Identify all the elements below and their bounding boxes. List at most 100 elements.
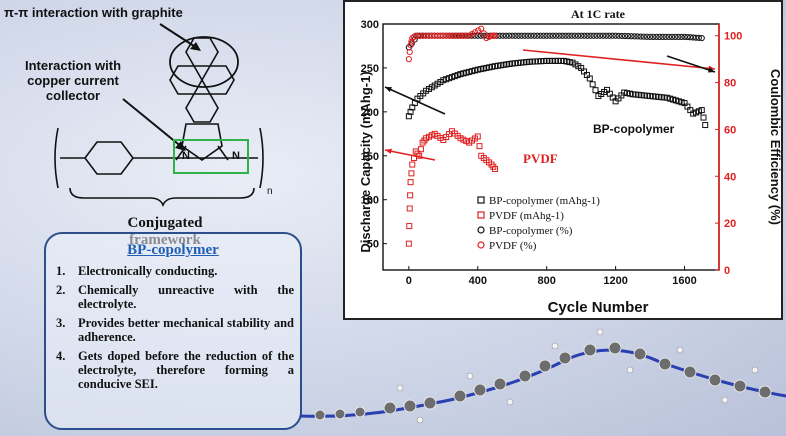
copper-label-line-3: collector	[45, 88, 101, 103]
data-point-circle	[581, 32, 588, 39]
property-text: Gets doped before the reduction of the e…	[78, 349, 294, 391]
data-point-circle	[656, 33, 663, 40]
pyrazine-highlight-box	[173, 139, 249, 174]
property-item: 4. Gets doped before the reduction of the…	[56, 349, 294, 391]
data-point-circle	[546, 32, 553, 39]
data-point-circle	[587, 32, 594, 39]
data-point-circle	[621, 32, 629, 40]
data-point-circle	[606, 32, 613, 39]
data-point-circle	[505, 32, 513, 39]
data-point-square	[698, 107, 705, 114]
data-point-circle	[488, 32, 495, 39]
data-point-square	[702, 122, 709, 129]
data-point-circle	[451, 32, 458, 39]
y-right-tick-label: 20	[724, 218, 736, 230]
data-point-circle	[448, 32, 456, 39]
legend-marker-circle	[477, 226, 485, 234]
data-point-circle	[457, 32, 464, 39]
data-point-square	[407, 192, 414, 199]
data-point-circle	[434, 32, 441, 39]
data-point-circle	[634, 33, 641, 40]
data-point-circle	[599, 32, 607, 39]
data-point-circle	[681, 33, 688, 40]
data-point-circle	[406, 49, 413, 56]
x-axis-label: Cycle Number	[548, 299, 649, 316]
y-left-tick-label: 50	[367, 239, 379, 251]
data-point-circle	[496, 32, 503, 39]
data-point-circle	[684, 33, 691, 41]
data-point-circle	[408, 38, 415, 45]
data-point-circle	[665, 33, 672, 40]
property-item: 3. Provides better mechanical stability a…	[56, 316, 294, 344]
data-point-circle	[640, 33, 647, 40]
data-point-circle	[475, 27, 482, 34]
pvdf-capacity-arrow	[384, 149, 436, 161]
data-point-circle	[628, 33, 635, 40]
graphite-ellipse	[169, 36, 239, 88]
chart-title: At 1C rate	[571, 7, 626, 21]
property-text: Electronically conducting.	[78, 264, 218, 278]
data-point-circle	[527, 32, 535, 39]
data-point-circle	[534, 32, 541, 39]
data-point-circle	[593, 32, 600, 39]
data-point-circle	[431, 32, 438, 39]
data-point-circle	[518, 32, 525, 39]
data-point-circle	[425, 32, 432, 39]
info-box-title: BP-copolymer	[127, 242, 219, 258]
property-text: Chemically unreactive with the electroly…	[78, 283, 294, 311]
copper-interaction-label: Interaction with copper current collecto…	[14, 58, 132, 103]
data-point-circle	[512, 32, 519, 39]
bp-efficiency-arrow	[666, 55, 716, 73]
data-point-circle	[578, 32, 585, 39]
y-right-tick-label: 80	[724, 78, 736, 90]
data-point-circle	[469, 30, 476, 38]
data-point-square	[405, 240, 412, 247]
data-point-square	[476, 143, 483, 150]
data-point-circle	[618, 32, 625, 40]
data-point-circle	[584, 32, 591, 39]
property-text: Provides better mechanical stability and…	[78, 316, 294, 344]
legend-label: BP-copolymer (mAhg-1)	[489, 195, 600, 207]
repeat-subscript-n: n	[267, 186, 273, 197]
data-point-square	[592, 87, 599, 94]
data-point-circle	[416, 32, 423, 39]
data-point-circle	[419, 32, 426, 39]
data-point-circle	[412, 32, 419, 39]
y-left-tick-label: 300	[361, 19, 379, 31]
data-point-square	[700, 114, 707, 121]
data-point-circle	[549, 32, 557, 39]
property-number: 4.	[56, 349, 66, 363]
data-point-circle	[687, 34, 694, 41]
data-point-circle	[625, 33, 632, 40]
property-number: 1.	[56, 264, 66, 278]
bp-capacity-arrow-head	[385, 87, 392, 93]
data-point-circle	[559, 32, 566, 39]
data-point-circle	[643, 33, 651, 40]
y-right-tick-label: 0	[724, 265, 730, 277]
y-right-tick-label: 100	[724, 31, 742, 43]
data-point-circle	[668, 33, 676, 40]
property-item: 1. Electronically conducting.	[56, 264, 294, 278]
data-point-circle	[615, 32, 622, 39]
legend-marker-square	[477, 211, 485, 219]
y-left-tick-label: 150	[361, 151, 379, 163]
data-point-circle	[562, 32, 569, 39]
data-point-circle	[659, 33, 666, 40]
data-point-circle	[568, 32, 575, 39]
data-point-square	[405, 113, 412, 120]
data-point-circle	[540, 32, 547, 39]
data-point-circle	[646, 33, 654, 40]
data-point-circle	[491, 32, 499, 39]
data-point-circle	[428, 32, 435, 39]
data-point-circle	[596, 32, 604, 39]
copper-label-line-2: copper current	[27, 73, 119, 88]
legend-label: BP-copolymer (%)	[489, 225, 573, 237]
data-point-circle	[631, 33, 638, 40]
data-point-circle	[499, 32, 506, 39]
data-point-circle	[543, 32, 550, 39]
pvdf-annotation: PVDF	[523, 151, 558, 166]
capacity-efficiency-chart: At 1C rate Discharge Capacity (mAhg-1) C…	[358, 7, 781, 316]
data-point-circle	[466, 32, 473, 39]
property-number: 2.	[56, 283, 66, 297]
data-point-circle	[521, 32, 528, 39]
